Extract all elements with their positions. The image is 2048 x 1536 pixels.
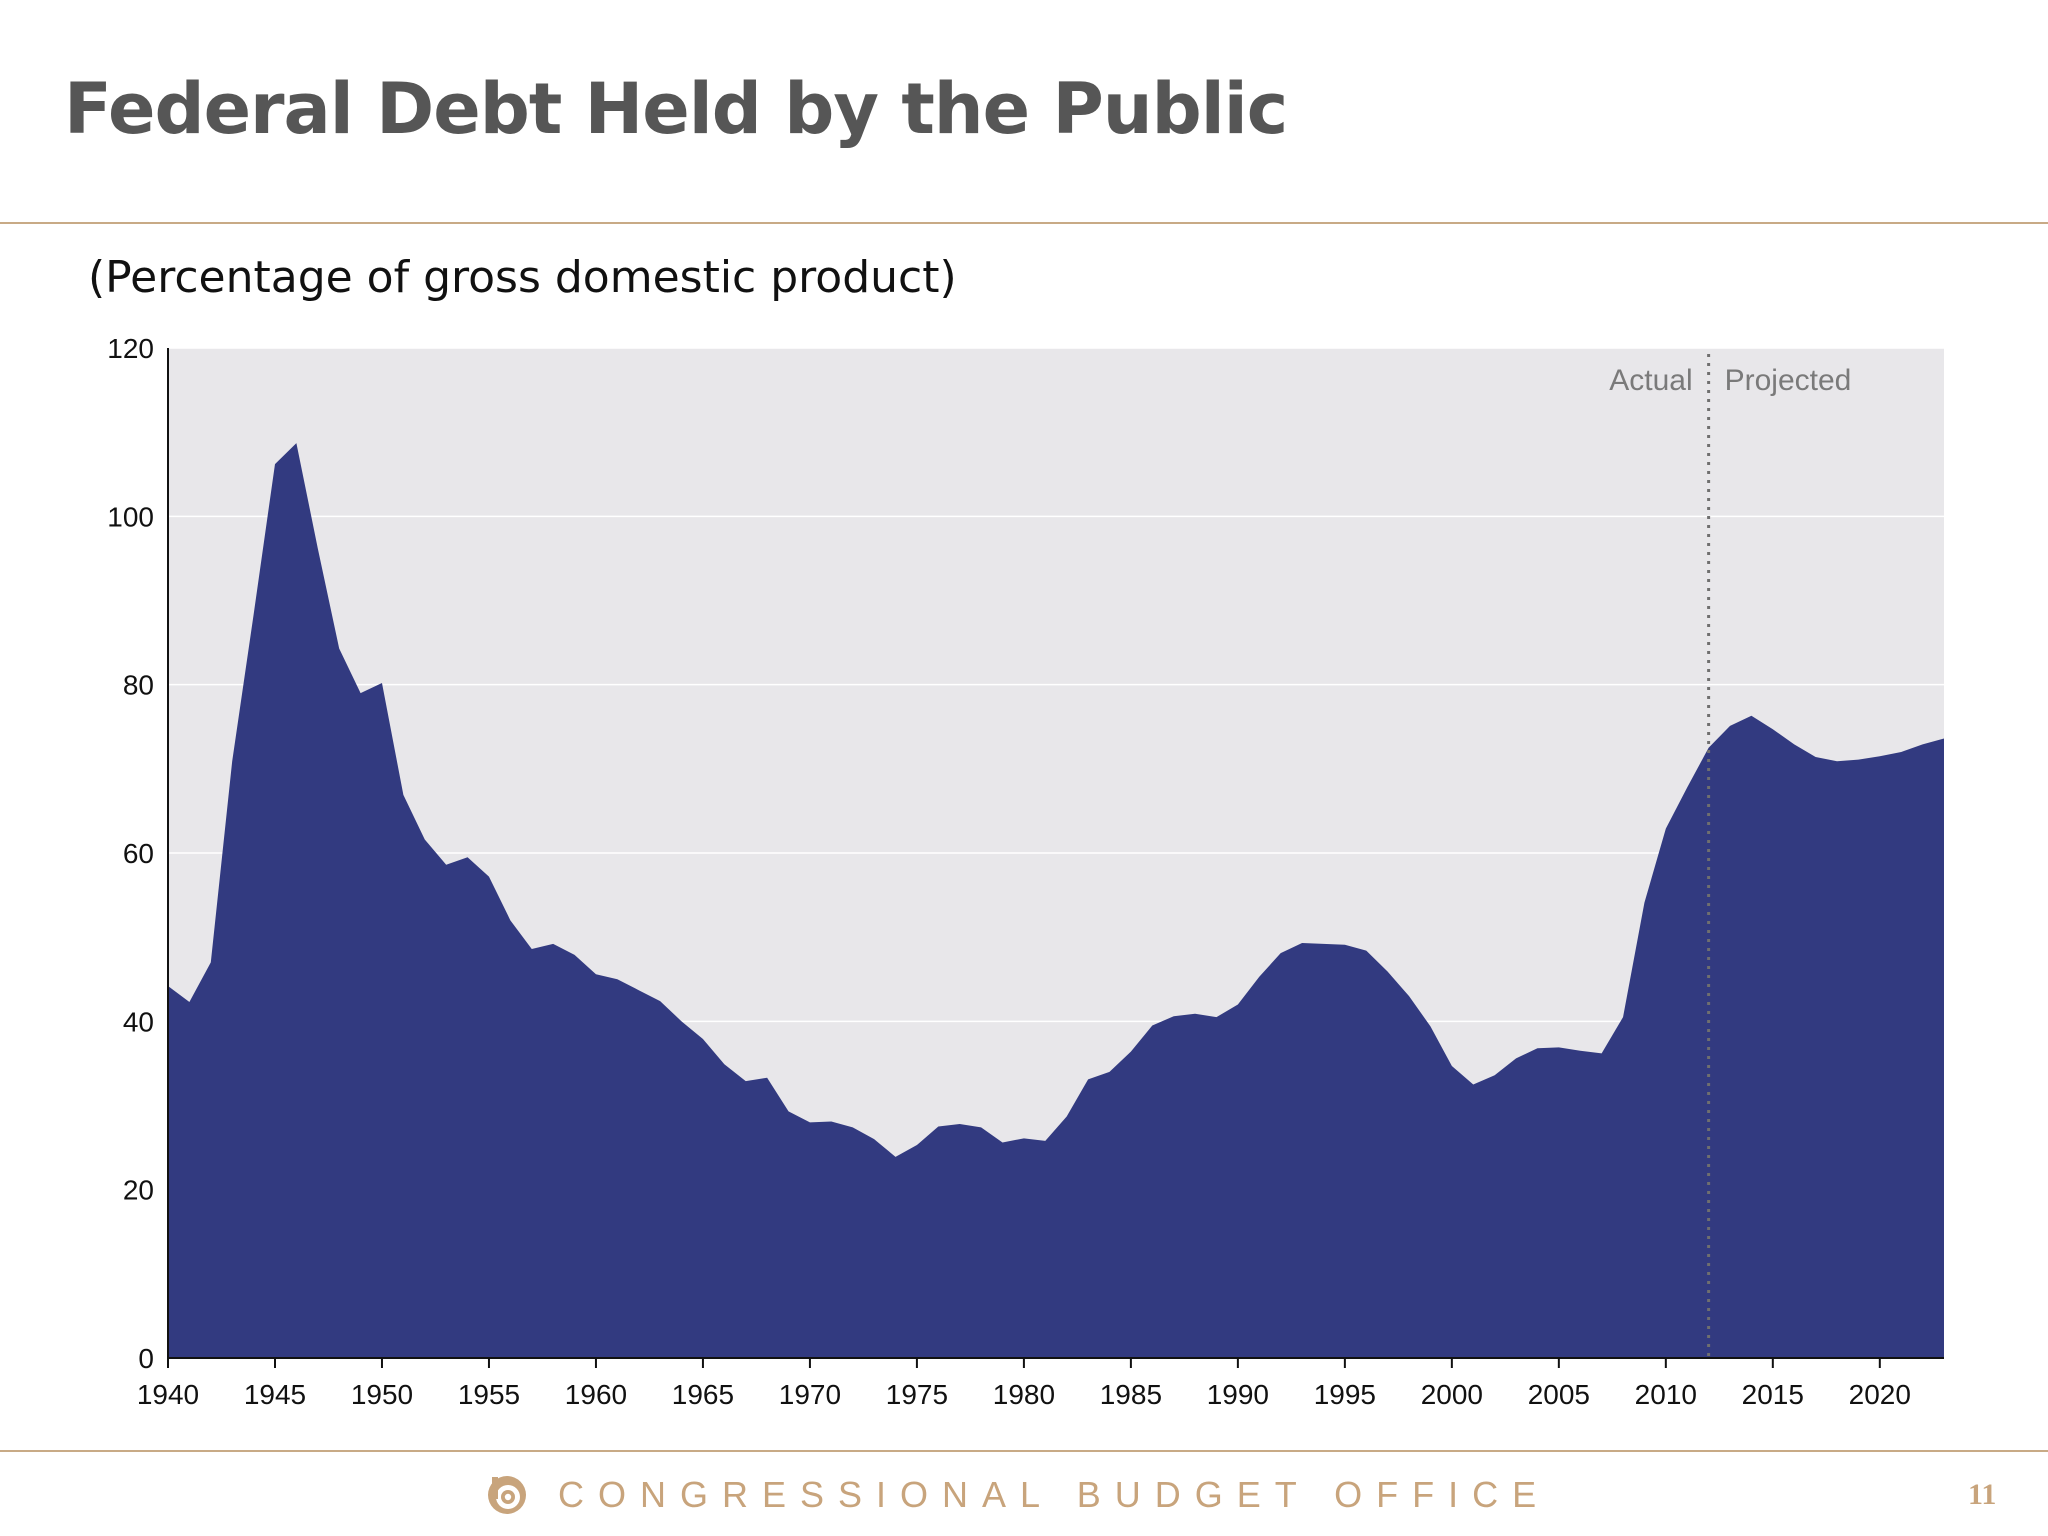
debt-area <box>168 443 1944 1358</box>
slide-title: Federal Debt Held by the Public <box>64 68 1288 150</box>
organization-name: CONGRESSIONAL BUDGET OFFICE <box>558 1474 1551 1515</box>
x-tick-label-1940: 1940 <box>137 1379 199 1410</box>
projected-label: Projected <box>1725 364 1852 397</box>
chart-subtitle: (Percentage of gross domestic product) <box>88 252 957 303</box>
page-number: 11 <box>1968 1478 1997 1511</box>
x-tick-label-2010: 2010 <box>1635 1379 1697 1410</box>
axes <box>167 348 1944 1368</box>
x-tick-label-1970: 1970 <box>779 1379 841 1410</box>
y-tick-label-80: 80 <box>123 670 154 701</box>
x-tick-label-1975: 1975 <box>886 1379 948 1410</box>
x-tick-label-2015: 2015 <box>1742 1379 1804 1410</box>
y-tick-label-60: 60 <box>123 838 154 869</box>
x-tick-label-1985: 1985 <box>1100 1379 1162 1410</box>
y-tick-label-100: 100 <box>107 501 154 532</box>
footer-divider <box>0 1450 2048 1452</box>
x-tick-label-1980: 1980 <box>993 1379 1055 1410</box>
cbo-logo-icon <box>488 1476 526 1514</box>
x-tick-label-1945: 1945 <box>244 1379 306 1410</box>
y-tick-label-40: 40 <box>123 1006 154 1037</box>
tick-labels: 0 20 40 60 80 100 120 1940 1945 1950 1955 1960 1965 1… <box>107 333 1911 1410</box>
x-tick-label-1950: 1950 <box>351 1379 413 1410</box>
x-tick-label-1955: 1955 <box>458 1379 520 1410</box>
x-tick-label-2000: 2000 <box>1421 1379 1483 1410</box>
y-tick-label-120: 120 <box>107 333 154 364</box>
actual-label: Actual <box>1609 364 1692 397</box>
x-tick-label-1965: 1965 <box>672 1379 734 1410</box>
header-divider <box>0 222 2048 224</box>
debt-area-chart: Actual Projected 0 20 40 60 80 100 120 1940 1945… <box>107 333 1944 1410</box>
y-tick-label-20: 20 <box>123 1175 154 1206</box>
x-tick-label-1995: 1995 <box>1314 1379 1376 1410</box>
x-tick-label-2005: 2005 <box>1528 1379 1590 1410</box>
x-tick-label-1960: 1960 <box>565 1379 627 1410</box>
y-tick-label-0: 0 <box>138 1343 154 1374</box>
x-tick-label-2020: 2020 <box>1849 1379 1911 1410</box>
footer: CONGRESSIONAL BUDGET OFFICE <box>486 1474 1550 1516</box>
x-tick-label-1990: 1990 <box>1207 1379 1269 1410</box>
